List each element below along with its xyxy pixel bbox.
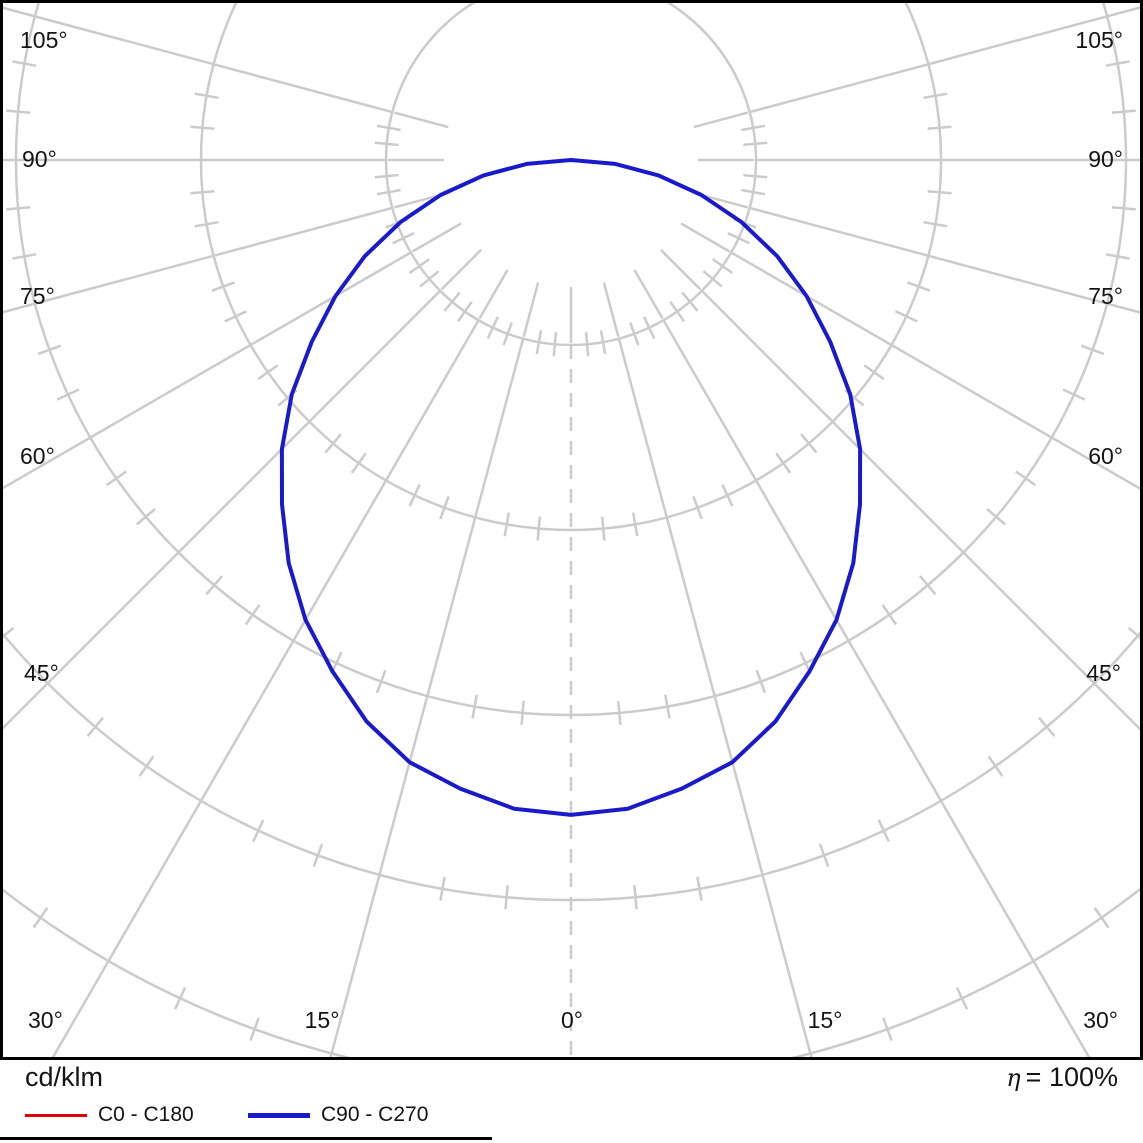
- legend-item-c90-c270: C90 - C270: [248, 1101, 428, 1129]
- table-top-border: [0, 1137, 492, 1140]
- efficiency-value: = 100%: [1025, 1062, 1118, 1092]
- unit-label: cd/klm: [25, 1062, 104, 1092]
- polar-chart-frame: [0, 0, 1143, 1060]
- legend-label-c90-c270: C90 - C270: [321, 1103, 429, 1126]
- legend-label-c0-c180: C0 - C180: [98, 1103, 194, 1126]
- polar-chart: [3, 3, 1140, 1057]
- c0-c180-line-swatch: [25, 1113, 87, 1117]
- eta-symbol: η: [1006, 1064, 1021, 1092]
- c90-c270-line-swatch: [248, 1112, 310, 1118]
- legend-item-c0-c180: C0 - C180: [25, 1101, 194, 1129]
- efficiency-label: η = 100%: [1006, 1062, 1118, 1093]
